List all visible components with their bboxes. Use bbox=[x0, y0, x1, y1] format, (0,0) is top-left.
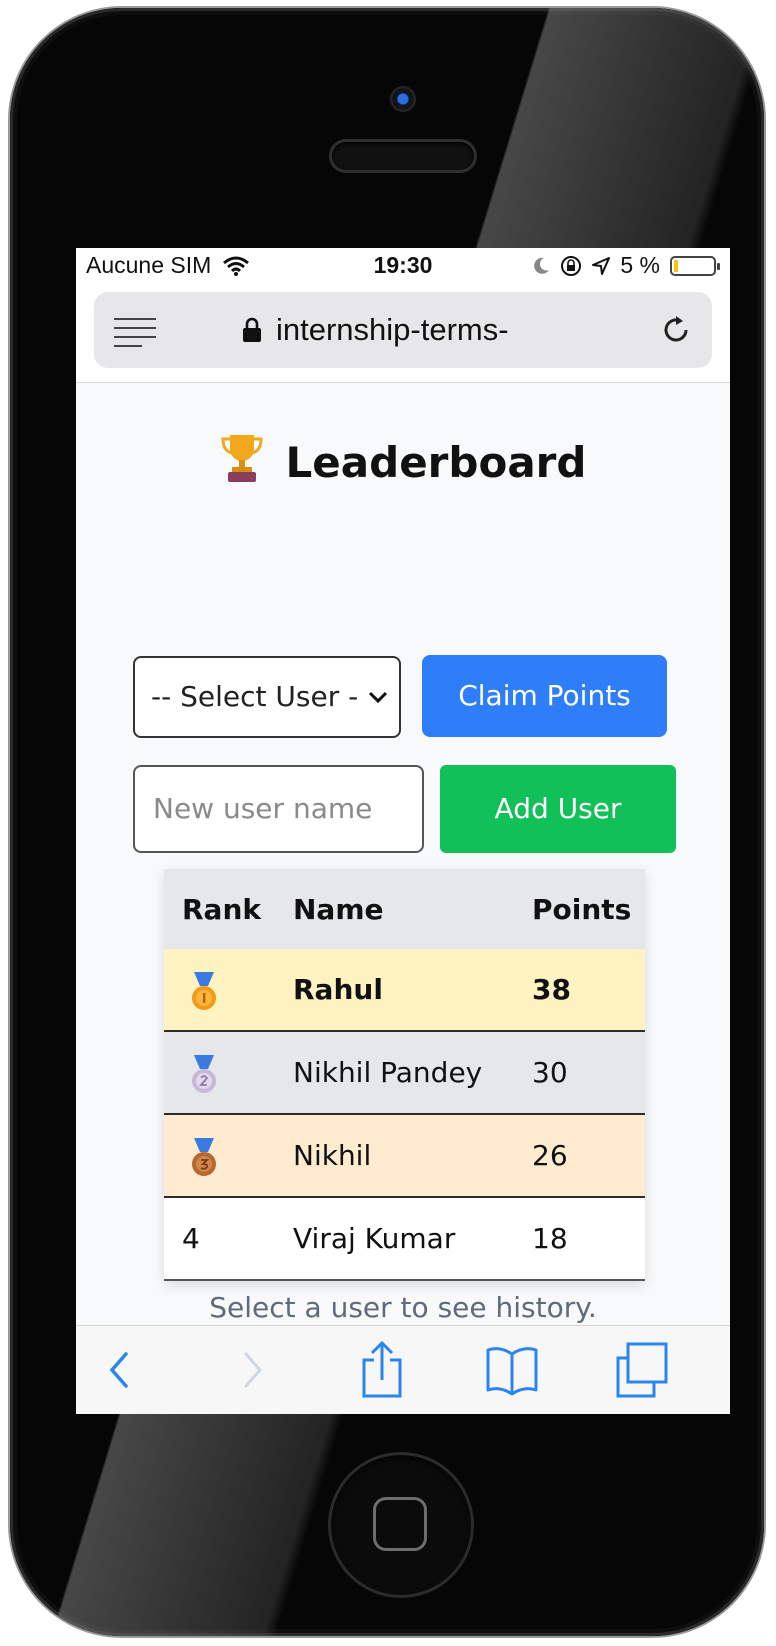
lock-icon bbox=[243, 317, 261, 342]
battery-level bbox=[674, 259, 678, 272]
table-row: Nikhil Pandey 30 bbox=[164, 1032, 645, 1115]
status-time: 19:30 bbox=[373, 252, 433, 278]
battery-icon bbox=[670, 255, 720, 276]
location-icon bbox=[592, 256, 611, 275]
status-bar: Aucune SIM 19:30 bbox=[76, 248, 730, 282]
row-points: 30 bbox=[532, 1056, 568, 1089]
browser-toolbar bbox=[76, 1325, 730, 1414]
add-user-button[interactable]: Add User bbox=[440, 765, 676, 853]
reader-menu-icon[interactable] bbox=[114, 318, 156, 347]
silver-medal-icon bbox=[192, 1055, 216, 1093]
trophy-icon bbox=[221, 435, 263, 482]
reload-icon[interactable] bbox=[658, 312, 694, 348]
table-header-row: Rank Name Points bbox=[164, 869, 645, 949]
row-rank: 4 bbox=[182, 1222, 200, 1255]
earpiece-speaker bbox=[332, 142, 474, 170]
table-row: Nikhil 26 bbox=[164, 1115, 645, 1198]
browser-header: internship-terms- bbox=[76, 282, 730, 383]
table-row: Rahul 38 bbox=[164, 949, 645, 1032]
row-name: Nikhil Pandey bbox=[293, 1056, 483, 1089]
carrier-label: Aucune SIM bbox=[86, 252, 212, 278]
claim-points-button[interactable]: Claim Points bbox=[422, 655, 667, 737]
home-button-icon bbox=[373, 1497, 427, 1551]
forward-arrow-icon[interactable] bbox=[238, 1340, 268, 1400]
select-user-value: -- Select User - bbox=[151, 680, 359, 713]
new-user-input[interactable]: New user name bbox=[133, 765, 424, 853]
page-title-text: Leaderboard bbox=[285, 438, 587, 487]
battery-percent: 5 % bbox=[620, 252, 660, 278]
row-name: Viraj Kumar bbox=[293, 1222, 456, 1255]
phone-screen: Aucune SIM 19:30 bbox=[76, 248, 730, 1414]
page-title: Leaderboard bbox=[76, 433, 730, 487]
row-name: Rahul bbox=[293, 973, 383, 1006]
leaderboard-table: Rank Name Points Rahul 38 bbox=[164, 869, 645, 1281]
moon-icon bbox=[534, 257, 550, 274]
header-points: Points bbox=[532, 893, 632, 926]
front-camera bbox=[390, 86, 416, 112]
wifi-icon bbox=[223, 256, 250, 276]
history-hint: Select a user to see history. bbox=[209, 1291, 597, 1324]
orientation-lock-icon bbox=[561, 255, 582, 276]
table-row: 4 Viraj Kumar 18 bbox=[164, 1198, 645, 1281]
row-points: 26 bbox=[532, 1139, 568, 1172]
header-rank: Rank bbox=[182, 893, 262, 926]
page-content: Leaderboard -- Select User - Claim Point… bbox=[76, 383, 730, 1324]
bookmarks-icon[interactable] bbox=[484, 1340, 540, 1400]
select-user-dropdown[interactable]: -- Select User - bbox=[133, 656, 401, 738]
gold-medal-icon bbox=[192, 972, 216, 1010]
bronze-medal-icon bbox=[192, 1138, 216, 1176]
row-points: 38 bbox=[532, 973, 571, 1006]
address-bar[interactable]: internship-terms- bbox=[94, 292, 712, 368]
back-arrow-icon[interactable] bbox=[104, 1340, 134, 1400]
row-points: 18 bbox=[532, 1222, 568, 1255]
home-button[interactable] bbox=[328, 1452, 474, 1598]
phone-frame: Aucune SIM 19:30 bbox=[10, 8, 764, 1636]
share-icon[interactable] bbox=[360, 1340, 404, 1400]
url-text: internship-terms- bbox=[276, 312, 509, 347]
row-name: Nikhil bbox=[293, 1139, 372, 1172]
tabs-icon[interactable] bbox=[614, 1340, 670, 1400]
chevron-down-icon bbox=[368, 691, 388, 704]
header-name: Name bbox=[293, 893, 384, 926]
